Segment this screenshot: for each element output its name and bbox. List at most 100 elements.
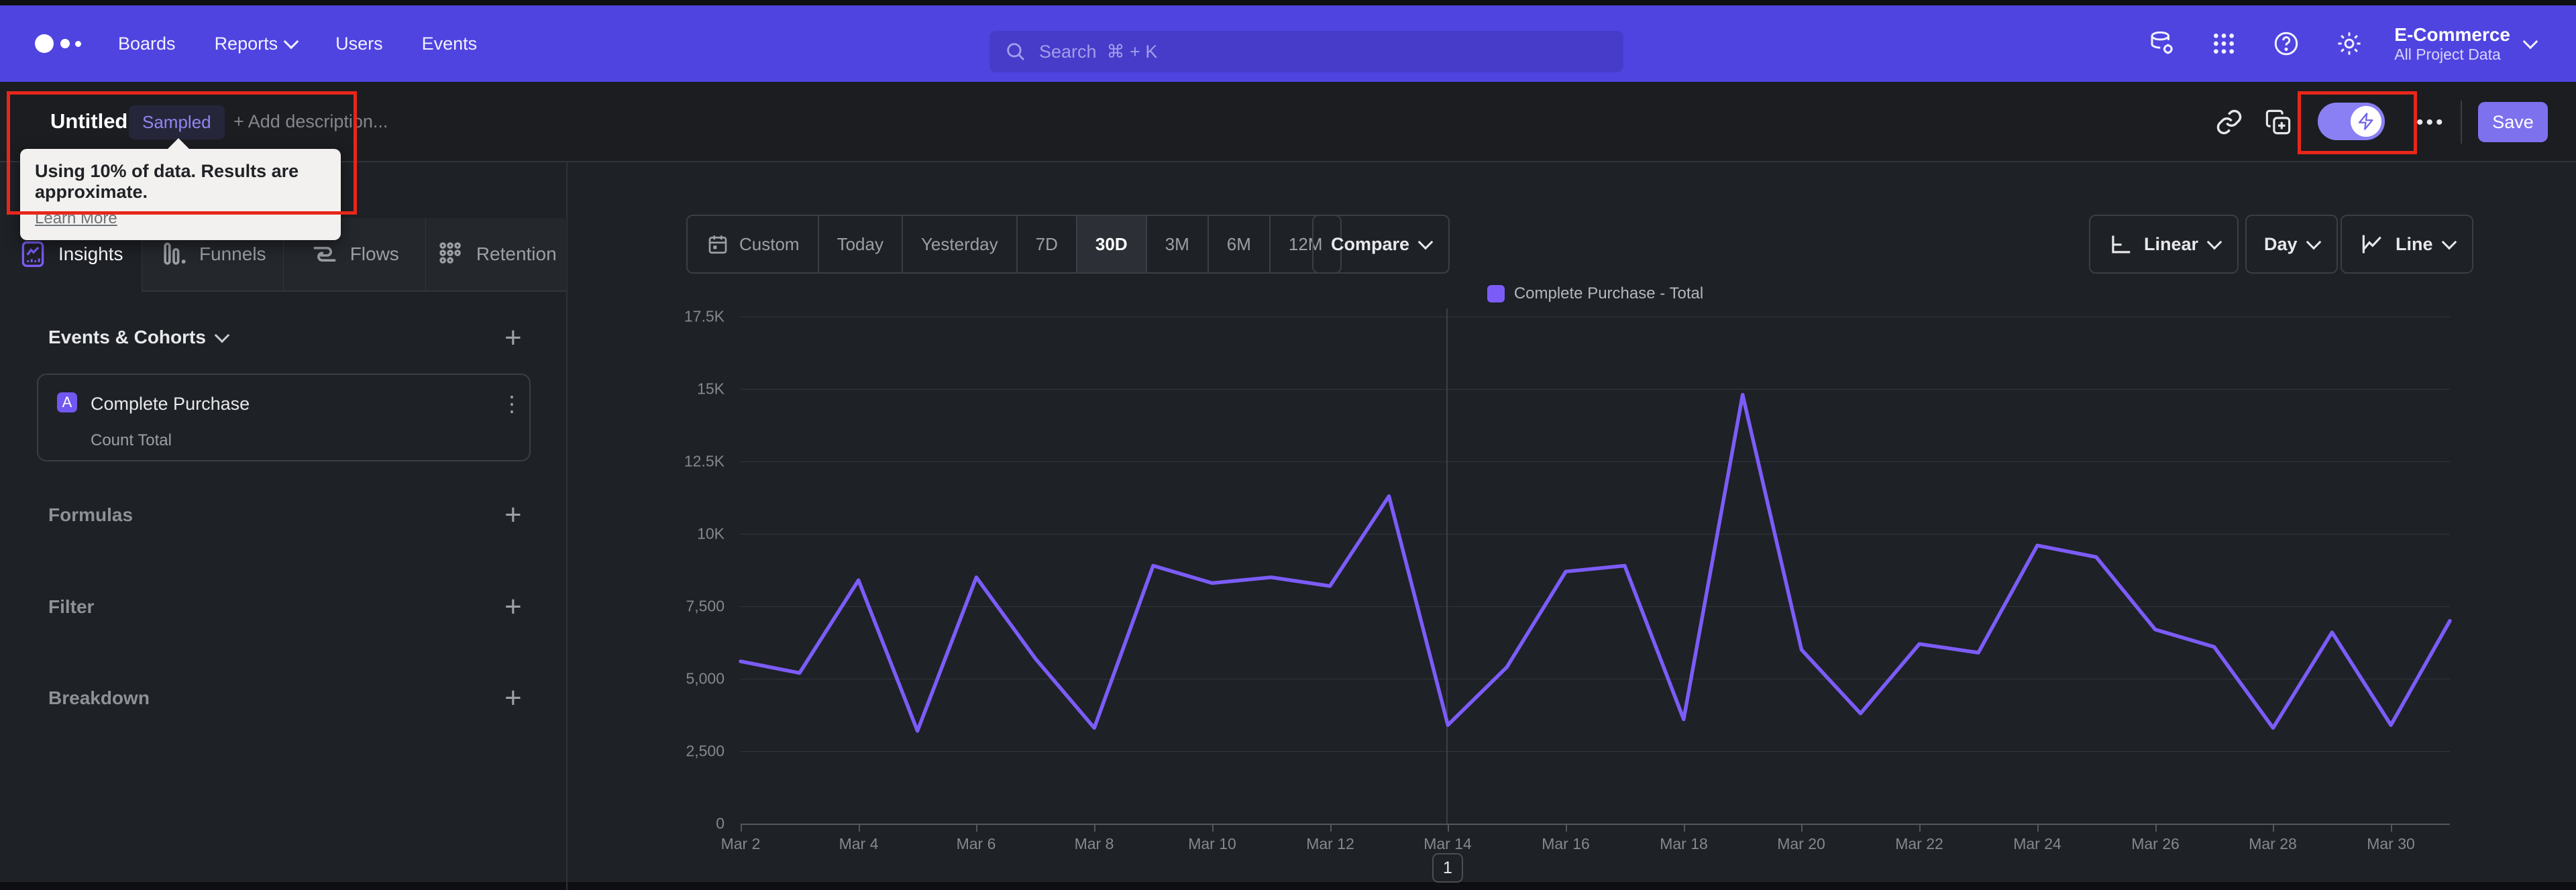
chart-type-dropdown[interactable]: Line <box>2341 215 2473 274</box>
y-tick: 0 <box>716 814 724 832</box>
x-tick: Mar 12 <box>1306 835 1354 852</box>
logo-dot-medium <box>60 39 70 48</box>
x-tick: Mar 28 <box>2249 835 2297 852</box>
x-tick-mark <box>1212 824 1214 832</box>
section-formulas: Formulas <box>48 504 133 525</box>
x-tick: Mar 16 <box>1542 835 1590 852</box>
y-tick: 17.5K <box>684 307 724 325</box>
nav-users[interactable]: Users <box>335 33 383 54</box>
interval-dropdown[interactable]: Day <box>2245 215 2338 274</box>
search-icon <box>1004 40 1027 63</box>
x-tick-mark <box>2155 824 2157 832</box>
series-line <box>739 392 2452 733</box>
add-event-button[interactable]: + <box>504 321 522 354</box>
event-card[interactable]: A Complete Purchase ⋮ Count Total <box>37 374 531 461</box>
save-button[interactable]: Save <box>2478 102 2548 142</box>
tab-retention[interactable]: Retention <box>425 218 567 290</box>
tooltip-learn-more-link[interactable]: Learn More <box>35 209 117 227</box>
sampled-badge[interactable]: Sampled <box>129 105 225 140</box>
bottom-strip <box>0 882 2576 890</box>
sampling-toggle-icon <box>2358 113 2373 130</box>
more-options-button[interactable]: ••• <box>2416 111 2446 133</box>
nav-events[interactable]: Events <box>421 33 478 54</box>
range-30d[interactable]: 30D <box>1077 216 1147 272</box>
x-tick-mark <box>2391 824 2392 832</box>
range-12m[interactable]: 12M <box>1288 233 1323 254</box>
range-custom[interactable]: Custom <box>688 216 819 272</box>
x-tick: Mar 2 <box>720 835 761 852</box>
section-breakdown: Breakdown <box>48 687 150 708</box>
y-tick: 10K <box>697 524 724 543</box>
help-icon[interactable] <box>2272 30 2300 58</box>
event-name: Complete Purchase <box>91 394 250 414</box>
funnels-icon <box>164 242 186 265</box>
link-icon[interactable] <box>2215 108 2243 136</box>
nav-reports[interactable]: Reports <box>215 34 299 54</box>
sidebar-divider <box>566 161 568 890</box>
events-cohorts-header[interactable]: Events & Cohorts <box>48 327 230 348</box>
data-management-icon[interactable] <box>2147 30 2176 58</box>
topbar: Boards Reports Users Events <box>0 5 2576 82</box>
copy-add-icon[interactable] <box>2264 108 2292 136</box>
x-tick-mark <box>859 824 860 832</box>
range-today[interactable]: Today <box>819 216 903 272</box>
project-scope: All Project Data <box>2394 45 2501 63</box>
x-tick-mark <box>1801 824 1803 832</box>
apps-grid-icon[interactable] <box>2210 30 2237 57</box>
event-aggregation[interactable]: Count Total <box>91 431 172 449</box>
date-range-control: Custom Today Yesterday 7D 30D 3M 6M 12M <box>686 215 1342 274</box>
y-tick: 5,000 <box>686 669 724 687</box>
gridline <box>741 389 2450 390</box>
add-filter-button[interactable]: + <box>504 590 522 623</box>
x-tick: Mar 14 <box>1424 835 1472 852</box>
line-chart-icon <box>2362 235 2381 254</box>
chevron-down-icon <box>283 34 299 50</box>
x-tick: Mar 18 <box>1660 835 1708 852</box>
chevron-down-icon[interactable] <box>2522 34 2538 50</box>
pagination-page-1[interactable]: 1 <box>1432 853 1463 883</box>
gridline <box>741 461 2450 462</box>
toggle-knob <box>2351 106 2381 137</box>
range-7d[interactable]: 7D <box>1018 216 1077 272</box>
range-yesterday[interactable]: Yesterday <box>903 216 1018 272</box>
title-bar <box>0 82 2576 162</box>
x-tick: Mar 26 <box>2131 835 2180 852</box>
chevron-down-icon <box>2441 234 2457 250</box>
legend-swatch[interactable] <box>1487 285 1505 302</box>
logo-dot-small <box>75 40 81 47</box>
x-tick: Mar 20 <box>1777 835 1825 852</box>
gridline <box>741 751 2450 752</box>
x-tick-mark <box>2037 824 2039 832</box>
add-formula-button[interactable]: + <box>504 498 522 531</box>
kebab-icon[interactable]: ⋮ <box>501 392 523 416</box>
calendar-icon <box>708 235 727 254</box>
chart-vertical-divider <box>1446 309 1448 824</box>
compare-button[interactable]: Compare <box>1312 215 1450 274</box>
x-tick-mark <box>2273 824 2274 832</box>
x-tick-mark <box>1684 824 1685 832</box>
y-tick: 15K <box>697 380 724 398</box>
project-name: E-Commerce <box>2394 23 2510 45</box>
report-title[interactable]: Untitled <box>50 109 128 133</box>
nav-boards[interactable]: Boards <box>118 33 176 54</box>
retention-icon <box>439 242 461 264</box>
x-tick: Mar 4 <box>839 835 879 852</box>
y-tick: 2,500 <box>686 742 724 760</box>
settings-icon[interactable] <box>2335 30 2363 58</box>
sampling-toggle[interactable] <box>2318 103 2385 140</box>
range-3m[interactable]: 3M <box>1147 216 1209 272</box>
add-breakdown-button[interactable]: + <box>504 681 522 714</box>
add-description[interactable]: + Add description... <box>233 111 388 131</box>
y-scale-dropdown[interactable]: Linear <box>2089 215 2239 274</box>
section-filter: Filter <box>48 596 95 617</box>
range-6m[interactable]: 6M <box>1209 216 1271 272</box>
search-input[interactable] <box>1038 40 1609 63</box>
toolbar-divider <box>2461 101 2462 144</box>
chart-line-svg[interactable] <box>739 317 2452 824</box>
legend-label[interactable]: Complete Purchase - Total <box>1513 284 1704 302</box>
chevron-down-icon <box>2306 234 2321 250</box>
x-tick: Mar 8 <box>1074 835 1114 852</box>
project-selector[interactable]: E-Commerce All Project Data <box>2394 24 2510 64</box>
search-bar[interactable] <box>989 31 1623 72</box>
mixpanel-logo-icon[interactable] <box>35 5 81 82</box>
